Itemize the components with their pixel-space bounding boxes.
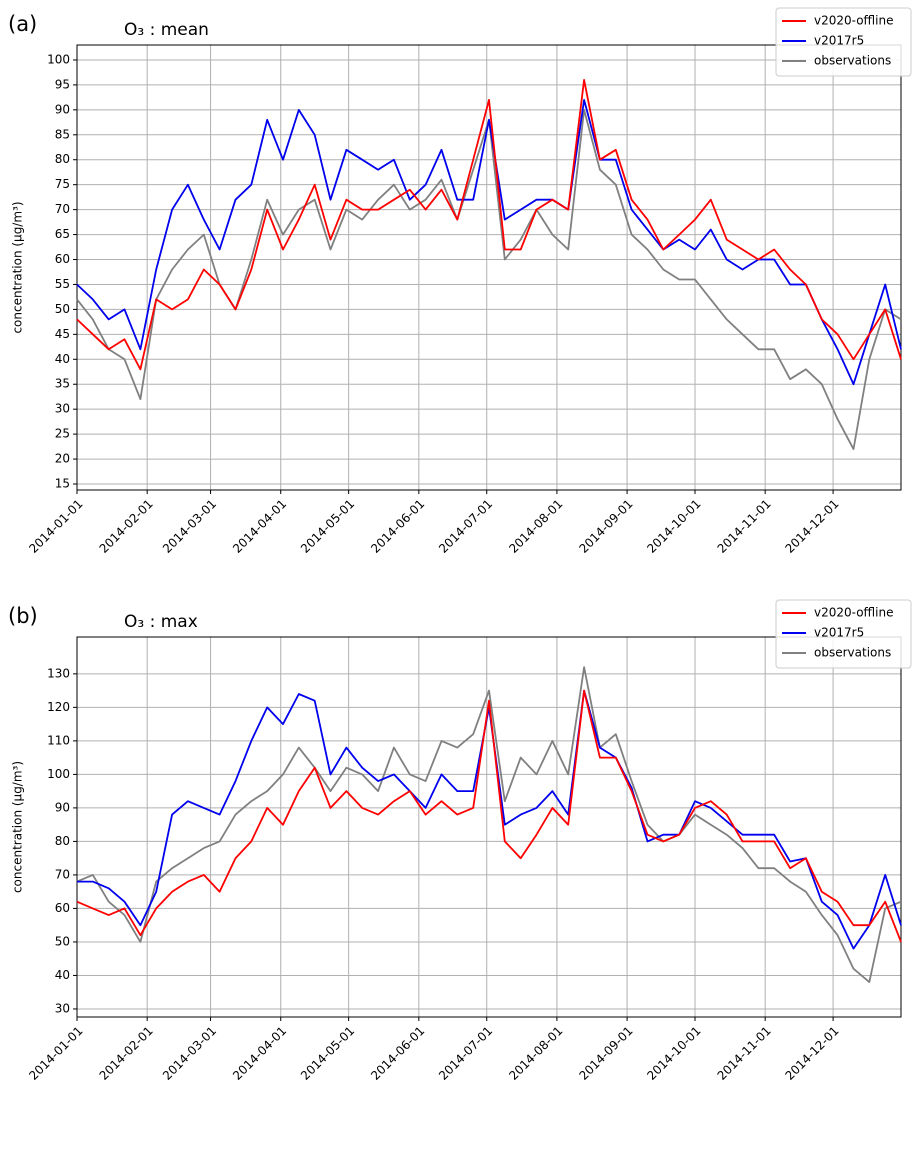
y-tick-label: 70 bbox=[55, 202, 70, 216]
x-tick-label: 2014-10-01 bbox=[644, 497, 703, 556]
chart-title: O₃ : mean bbox=[124, 20, 209, 40]
legend-label: v2017r5 bbox=[814, 626, 864, 640]
series-line bbox=[76, 689, 902, 943]
y-tick-label: 50 bbox=[55, 302, 70, 316]
y-tick-label: 95 bbox=[55, 77, 70, 91]
x-tick-label: 2014-06-01 bbox=[368, 497, 427, 556]
x-tick-label: 2014-07-01 bbox=[436, 497, 495, 556]
y-tick-label: 25 bbox=[55, 427, 70, 441]
y-tick-label: 60 bbox=[55, 252, 70, 266]
y-tick-label: 85 bbox=[55, 127, 70, 141]
y-tick-label: 120 bbox=[47, 700, 70, 714]
y-axis-label: concentration (µg/m³) bbox=[11, 761, 25, 893]
y-axis-label: concentration (µg/m³) bbox=[11, 201, 25, 333]
y-tick-label: 35 bbox=[55, 377, 70, 391]
legend-box bbox=[775, 599, 912, 669]
x-tick-label: 2014-09-01 bbox=[576, 497, 635, 556]
series-line bbox=[76, 79, 902, 371]
x-tick-label: 2014-06-01 bbox=[368, 1024, 427, 1083]
y-tick-label: 110 bbox=[47, 733, 70, 747]
x-tick-label: 2014-08-01 bbox=[506, 1024, 565, 1083]
series-line bbox=[76, 109, 902, 450]
x-tick-label: 2014-05-01 bbox=[298, 497, 357, 556]
y-tick-label: 70 bbox=[55, 867, 70, 881]
x-tick-label: 2014-11-01 bbox=[715, 497, 774, 556]
y-tick-label: 80 bbox=[55, 152, 70, 166]
x-tick-label: 2014-12-01 bbox=[782, 497, 841, 556]
series-line bbox=[76, 99, 902, 386]
x-tick-label: 2014-03-01 bbox=[160, 1024, 219, 1083]
x-tick-label: 2014-10-01 bbox=[644, 1024, 703, 1083]
x-tick-label: 2014-07-01 bbox=[436, 1024, 495, 1083]
y-tick-label: 40 bbox=[55, 968, 70, 982]
y-tick-label: 15 bbox=[55, 477, 70, 491]
legend-box bbox=[775, 7, 912, 77]
y-tick-label: 60 bbox=[55, 901, 70, 915]
legend-label: v2020-offline bbox=[814, 606, 893, 620]
plot-frame bbox=[76, 44, 902, 491]
y-tick-label: 100 bbox=[47, 52, 70, 66]
x-tick-label: 2014-03-01 bbox=[160, 497, 219, 556]
x-tick-label: 2014-05-01 bbox=[298, 1024, 357, 1083]
x-tick-label: 2014-04-01 bbox=[230, 1024, 289, 1083]
y-tick-label: 75 bbox=[55, 177, 70, 191]
chart-title: O₃ : max bbox=[124, 612, 198, 632]
y-tick-label: 65 bbox=[55, 227, 70, 241]
series-line bbox=[77, 689, 902, 950]
legend-label: observations bbox=[814, 646, 891, 660]
series-line bbox=[76, 666, 902, 983]
y-tick-label: 90 bbox=[55, 800, 70, 814]
x-tick-label: 2014-11-01 bbox=[715, 1024, 774, 1083]
y-tick-label: 20 bbox=[55, 452, 70, 466]
legend-label: observations bbox=[814, 54, 891, 68]
x-tick-label: 2014-01-01 bbox=[26, 497, 85, 556]
y-tick-label: 130 bbox=[47, 666, 70, 680]
y-tick-label: 50 bbox=[55, 934, 70, 948]
panel-label: (a) bbox=[8, 12, 37, 36]
x-tick-label: 2014-02-01 bbox=[97, 1024, 156, 1083]
x-tick-label: 2014-08-01 bbox=[506, 497, 565, 556]
x-tick-label: 2014-02-01 bbox=[97, 497, 156, 556]
x-tick-label: 2014-12-01 bbox=[782, 1024, 841, 1083]
y-tick-label: 40 bbox=[55, 352, 70, 366]
y-tick-label: 30 bbox=[55, 1001, 70, 1015]
x-tick-label: 2014-09-01 bbox=[576, 1024, 635, 1083]
panel-label: (b) bbox=[8, 604, 38, 628]
legend-label: v2020-offline bbox=[814, 14, 893, 28]
y-tick-label: 45 bbox=[55, 327, 70, 341]
y-tick-label: 30 bbox=[55, 402, 70, 416]
x-tick-label: 2014-04-01 bbox=[230, 497, 289, 556]
plot-frame bbox=[76, 636, 902, 1018]
y-tick-label: 100 bbox=[47, 767, 70, 781]
x-tick-label: 2014-01-01 bbox=[26, 1024, 85, 1083]
legend-label: v2017r5 bbox=[814, 34, 864, 48]
y-tick-label: 55 bbox=[55, 277, 70, 291]
y-tick-label: 80 bbox=[55, 834, 70, 848]
y-tick-label: 90 bbox=[55, 102, 70, 116]
